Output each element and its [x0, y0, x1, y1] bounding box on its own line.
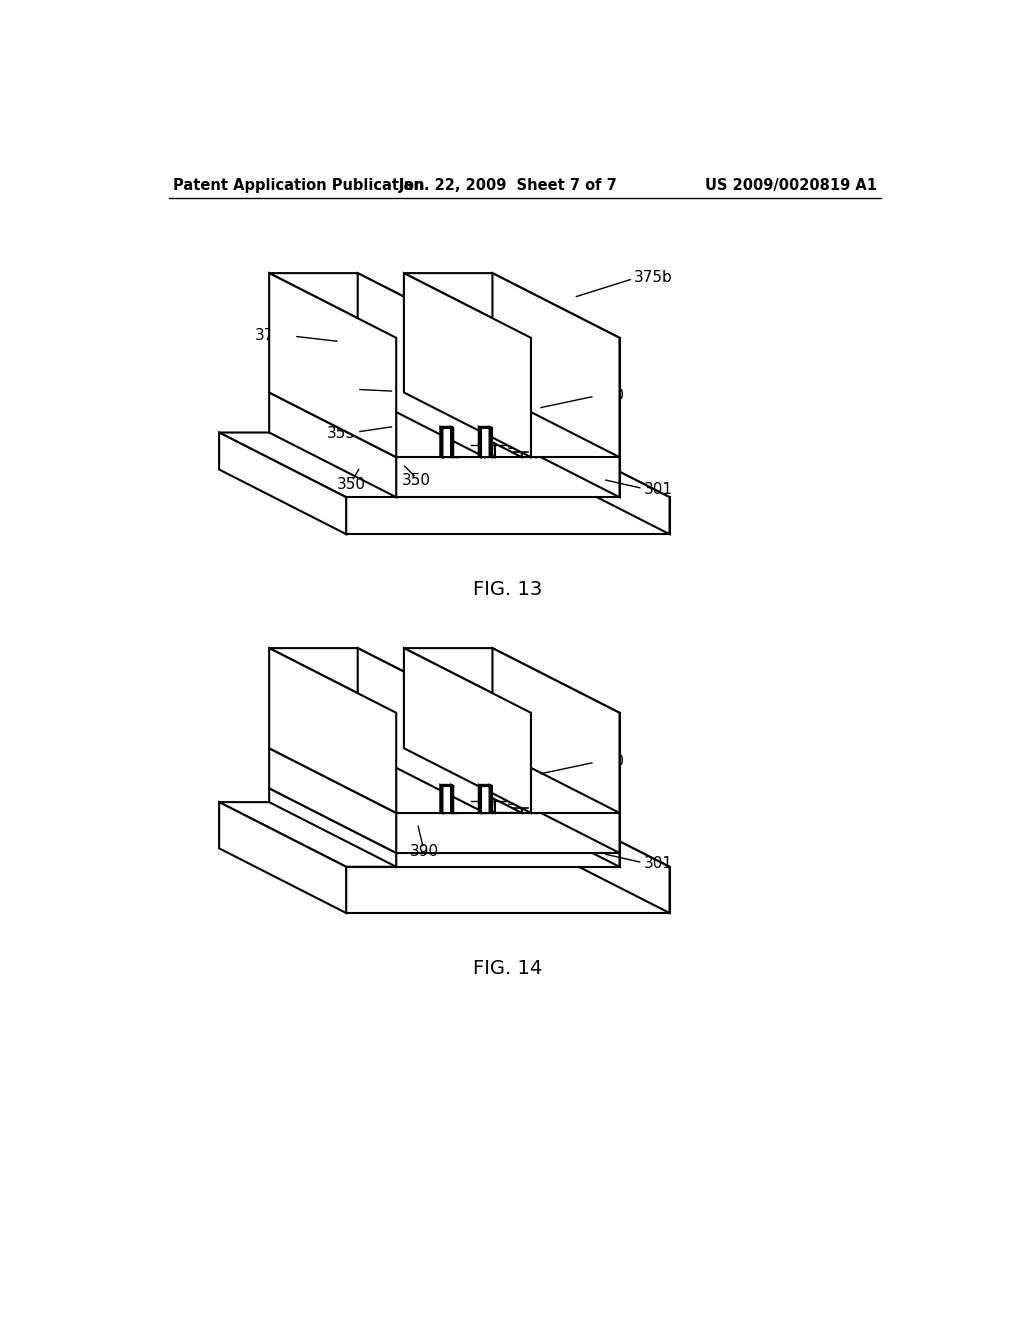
Polygon shape: [493, 788, 620, 867]
Polygon shape: [357, 273, 484, 457]
Polygon shape: [396, 338, 484, 457]
Polygon shape: [346, 498, 670, 535]
Polygon shape: [346, 867, 670, 913]
Polygon shape: [440, 785, 442, 813]
Polygon shape: [409, 678, 536, 813]
Polygon shape: [409, 312, 536, 457]
Polygon shape: [493, 648, 620, 813]
Text: Patent Application Publication: Patent Application Publication: [173, 178, 424, 193]
Polygon shape: [396, 457, 620, 498]
Polygon shape: [219, 803, 346, 913]
Polygon shape: [269, 748, 396, 853]
Polygon shape: [315, 312, 442, 457]
Polygon shape: [394, 312, 536, 376]
Polygon shape: [531, 338, 620, 457]
Polygon shape: [269, 748, 620, 813]
Text: 320: 320: [596, 388, 625, 403]
Polygon shape: [315, 312, 457, 376]
Text: 390: 390: [410, 845, 439, 859]
Text: 375a: 375a: [255, 327, 293, 342]
Polygon shape: [396, 813, 620, 853]
Polygon shape: [403, 273, 531, 457]
Text: 353: 353: [327, 425, 356, 441]
Polygon shape: [269, 648, 396, 813]
Polygon shape: [394, 678, 521, 813]
Polygon shape: [481, 743, 495, 813]
Polygon shape: [330, 678, 457, 813]
Polygon shape: [269, 273, 484, 338]
Polygon shape: [479, 785, 481, 813]
Polygon shape: [396, 853, 620, 867]
Polygon shape: [481, 785, 492, 813]
Polygon shape: [543, 433, 670, 535]
Polygon shape: [403, 273, 620, 338]
Polygon shape: [493, 273, 620, 457]
Text: 320: 320: [596, 754, 625, 768]
Polygon shape: [269, 788, 620, 853]
Polygon shape: [489, 426, 492, 457]
Polygon shape: [442, 376, 457, 457]
Text: 301: 301: [643, 482, 673, 496]
Polygon shape: [219, 433, 346, 535]
Polygon shape: [354, 312, 481, 457]
Polygon shape: [354, 312, 495, 376]
Polygon shape: [357, 648, 484, 813]
Polygon shape: [269, 392, 620, 457]
Text: FIG. 13: FIG. 13: [473, 579, 543, 599]
Polygon shape: [269, 788, 396, 867]
Polygon shape: [442, 428, 454, 457]
Polygon shape: [330, 312, 457, 457]
Polygon shape: [394, 312, 521, 457]
Text: US 2009/0020819 A1: US 2009/0020819 A1: [706, 178, 878, 193]
Polygon shape: [440, 426, 442, 457]
Text: 350: 350: [337, 477, 366, 491]
Polygon shape: [396, 713, 484, 813]
Polygon shape: [481, 428, 492, 457]
Text: 350: 350: [401, 474, 431, 488]
Polygon shape: [531, 713, 620, 813]
Polygon shape: [452, 785, 454, 813]
Polygon shape: [452, 426, 454, 457]
Polygon shape: [315, 678, 442, 813]
Polygon shape: [368, 678, 495, 813]
Text: 380: 380: [507, 437, 536, 453]
Polygon shape: [493, 392, 620, 498]
Polygon shape: [354, 678, 481, 813]
Polygon shape: [394, 678, 536, 743]
Polygon shape: [354, 678, 495, 743]
Polygon shape: [269, 648, 484, 713]
Polygon shape: [269, 392, 396, 498]
Polygon shape: [481, 376, 495, 457]
Polygon shape: [219, 433, 670, 498]
Text: 375b: 375b: [634, 269, 673, 285]
Polygon shape: [521, 376, 536, 457]
Polygon shape: [489, 785, 492, 813]
Polygon shape: [269, 273, 396, 457]
Text: 380: 380: [507, 793, 536, 808]
Text: Jan. 22, 2009  Sheet 7 of 7: Jan. 22, 2009 Sheet 7 of 7: [398, 178, 617, 193]
Polygon shape: [521, 743, 536, 813]
Polygon shape: [442, 743, 457, 813]
Polygon shape: [493, 748, 620, 853]
Polygon shape: [368, 312, 495, 457]
Polygon shape: [403, 648, 531, 813]
Polygon shape: [403, 648, 620, 713]
Text: FIG. 14: FIG. 14: [473, 958, 543, 978]
Polygon shape: [315, 678, 457, 743]
Polygon shape: [543, 803, 670, 913]
Text: 352: 352: [327, 380, 356, 396]
Polygon shape: [219, 803, 670, 867]
Polygon shape: [479, 426, 481, 457]
Polygon shape: [442, 785, 454, 813]
Text: 301: 301: [643, 857, 673, 871]
